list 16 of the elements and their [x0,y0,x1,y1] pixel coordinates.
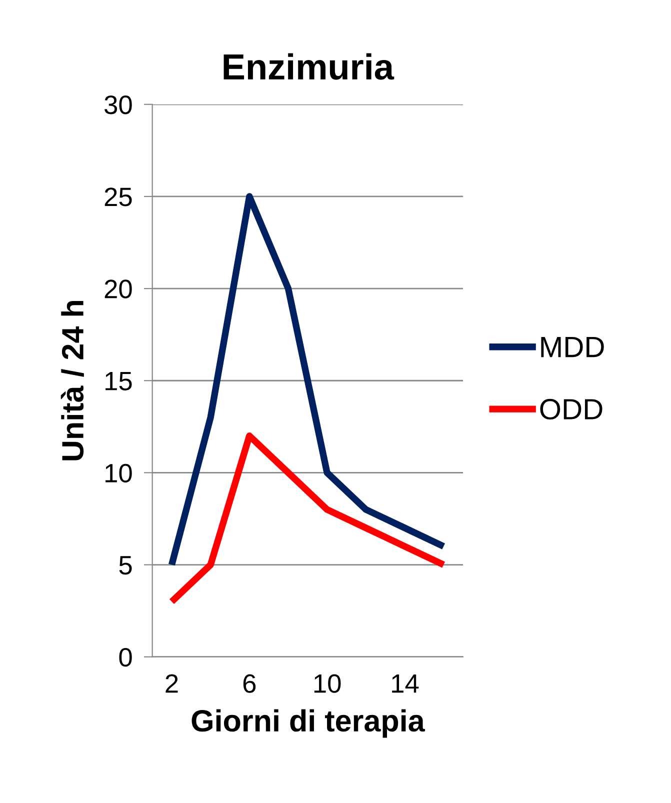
chart-title: Enzimuria [224,53,394,80]
legend-label: MDD [541,337,604,358]
legend-label: ODD [540,398,602,420]
y-tick-label: 15 [106,372,132,390]
x-tick-label: 2 [166,674,178,693]
y-tick-label: 5 [119,556,132,575]
y-tick-label: 30 [104,96,132,114]
y-tick-label: 25 [104,188,132,206]
y-tick-label: 20 [104,280,132,298]
x-tick-label: 10 [314,674,341,693]
y-tick-label: 0 [119,648,132,667]
x-tick-label: 6 [243,674,256,693]
y-tick-label: 10 [106,464,132,483]
x-tick-label: 14 [392,674,419,693]
x-axis-title: Giorni di terapia [192,709,426,738]
y-axis-title: Unità / 24 h [60,301,84,460]
